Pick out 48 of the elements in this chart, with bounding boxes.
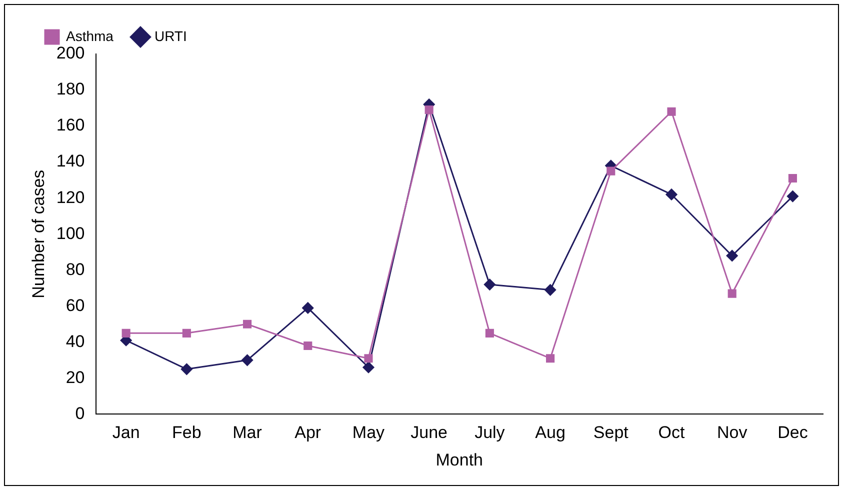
point — [544, 284, 556, 296]
x-tick-label: Mar — [232, 423, 262, 442]
point — [485, 328, 494, 338]
y-tick-label: 60 — [66, 296, 85, 315]
y-tick-label: 40 — [66, 332, 85, 351]
point — [180, 363, 192, 375]
y-tick-label: 200 — [56, 44, 85, 63]
x-tick-label: June — [410, 423, 448, 442]
x-tick-label: Aug — [535, 423, 566, 442]
point — [242, 354, 254, 366]
point — [122, 328, 130, 338]
x-axis-title: Month — [436, 450, 484, 470]
point — [484, 278, 496, 290]
y-tick-label: 0 — [75, 404, 85, 423]
point — [424, 106, 434, 114]
x-tick-label: Feb — [172, 423, 202, 442]
point — [242, 320, 252, 328]
point — [302, 302, 314, 314]
point — [666, 188, 678, 200]
point — [182, 328, 191, 338]
y-tick-label: 120 — [56, 188, 85, 207]
legend-label: URTI — [154, 28, 187, 44]
point — [304, 341, 312, 350]
x-tick-label: Sept — [593, 423, 629, 442]
y-tick-label: 80 — [66, 260, 85, 279]
point — [362, 362, 374, 374]
x-tick-label: July — [474, 423, 506, 442]
y-tick-label: 140 — [56, 152, 85, 171]
point — [546, 354, 555, 363]
legend-label: Asthma — [66, 28, 114, 44]
point — [726, 250, 738, 262]
x-tick-label: Dec — [778, 423, 808, 442]
y-tick-label: 160 — [56, 116, 85, 135]
x-tick-label: Apr — [294, 423, 322, 442]
x-tick-label: Nov — [716, 423, 748, 442]
y-axis-title: Number of cases — [28, 170, 48, 298]
point — [788, 174, 797, 183]
point — [364, 354, 373, 363]
y-tick-label: 20 — [66, 368, 85, 387]
x-tick-label: May — [352, 423, 386, 442]
y-tick-label: 100 — [56, 224, 85, 243]
point — [606, 166, 616, 176]
x-tick-label: Jan — [112, 423, 140, 442]
point — [667, 107, 676, 116]
point — [728, 289, 736, 298]
x-tick-label: Oct — [658, 423, 685, 442]
y-tick-label: 180 — [56, 80, 85, 99]
point — [786, 190, 798, 202]
